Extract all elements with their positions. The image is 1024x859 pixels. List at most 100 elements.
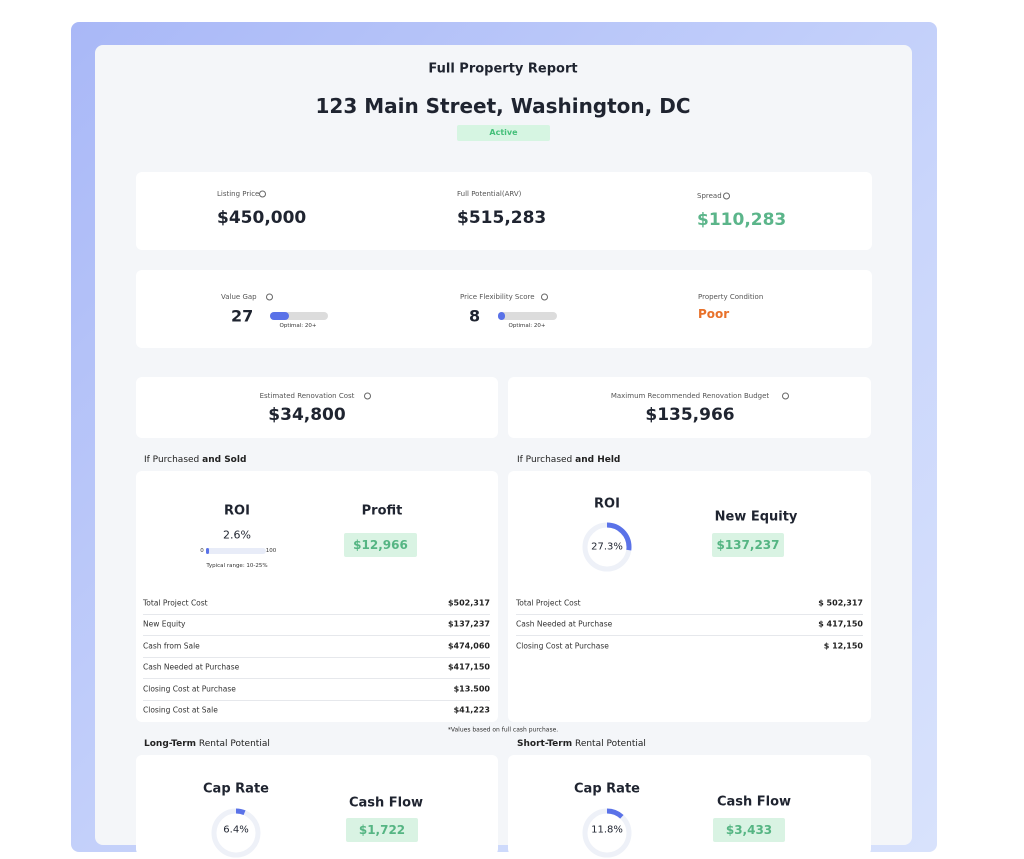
summary-card [136,172,872,250]
summary-label: Listing Price [217,190,260,198]
profit-label: Profit [361,503,403,519]
cap-rate-value: 11.8% [591,824,623,836]
summary-value: $450,000 [217,208,307,228]
roi-label: ROI [594,496,620,512]
info-icon [541,293,548,301]
heading-text: Rental Potential [198,739,270,749]
roi-value: 2.6% [223,528,251,542]
sold-card [136,471,498,722]
row-separator [143,678,490,680]
rental-card [508,755,871,855]
summary-value: $515,283 [457,208,547,228]
row-separator [143,699,490,701]
roi-fill [206,548,209,554]
donut-arc [211,808,261,858]
gauge-track [498,312,557,320]
row-value: $ 12,150 [823,641,863,651]
gauge-fill [270,312,289,320]
info-icon [782,392,789,400]
row-value: $137,237 [447,619,490,629]
address: 123 Main Street, Washington, DC [315,94,691,118]
equity-value: $137,237 [712,533,784,557]
panel [95,45,912,845]
row-separator [516,614,863,615]
metric-value: 27 [231,306,254,326]
section-heading: If Purchased and Held [517,455,620,465]
scale-max: 100 [265,548,277,554]
row-label: Cash Needed at Purchase [516,619,613,629]
metric-label: Price Flexibility Score [460,293,535,301]
metric-value: 8 [469,306,481,326]
cash-flow-value: $1,722 [346,818,418,842]
info-icon [259,190,266,198]
scale-min: 0 [200,548,204,554]
heading-bold: and Held [575,455,621,465]
row-label: Total Project Cost [143,598,208,608]
info-icon [723,192,730,200]
report-title: Full Property Report [428,61,578,77]
row-separator [143,656,490,658]
cash-flow-label: Cash Flow [348,795,424,811]
renovation-label: Maximum Recommended Renovation Budget [610,392,770,400]
roi-donut [582,522,632,572]
section-heading: Long-Term Rental Potential [144,739,270,749]
held-card [508,471,871,722]
row-label: Cash from Sale [143,641,200,651]
metrics-card [136,270,872,348]
row-label: Total Project Cost [516,598,581,608]
metric-label: Value Gap [221,293,257,301]
equity-label: New Equity [714,509,798,525]
row-label: Closing Cost at Purchase [516,641,609,651]
roi-label: ROI [224,503,250,519]
range-note: Typical range: 10-25% [206,563,268,569]
summary-label: Spread [697,192,722,200]
row-value: $502,317 [447,598,490,608]
metric-note: Optimal: 20+ [508,323,546,329]
heading-text: If Purchased [144,455,200,465]
summary-label: Full Potential(ARV) [457,190,522,198]
renovation-card [136,377,498,438]
row-label: Cash Needed at Purchase [143,662,240,672]
metric-value: Poor [698,307,730,321]
row-label: Closing Cost at Purchase [143,684,236,694]
donut-arc [582,808,632,858]
row-value: $13.500 [453,684,490,694]
renovation-card [508,377,871,438]
cash-flow-label: Cash Flow [716,794,792,810]
metric-label: Property Condition [698,293,764,301]
roi-track [206,548,266,554]
heading-bold: Short-Term [517,739,573,749]
heading-text: Rental Potential [574,739,646,749]
cap-rate-value: 6.4% [223,824,249,836]
rental-card [136,755,498,855]
row-value: $474,060 [447,641,490,651]
row-label: New Equity [143,619,186,629]
renovation-value: $34,800 [268,405,346,425]
row-value: $417,150 [447,662,490,672]
row-value: $ 502,317 [818,598,863,608]
info-icon [364,392,371,400]
heading-bold: and Sold [202,455,247,465]
row-separator [143,614,490,615]
row-value: $ 417,150 [818,619,863,629]
footnote: *Values based on full cash purchase. [447,726,559,734]
renovation-label: Estimated Renovation Cost [259,392,355,400]
profit-value: $12,966 [344,533,417,557]
cash-flow-value: $3,433 [713,818,785,842]
gauge-track [270,312,328,320]
status-badge: Active [457,125,550,141]
cap-rate-label: Cap Rate [203,781,269,797]
renovation-value: $135,966 [645,405,735,425]
cap-rate-label: Cap Rate [574,781,640,797]
gauge-fill [498,312,505,320]
page: Full Property Report 123 Main Street, Wa… [71,22,937,858]
roi-value: 27.3% [591,541,623,553]
donut-arc [582,522,632,572]
row-separator [516,635,863,637]
section-heading: If Purchased and Sold [144,455,246,465]
heading-text: If Purchased [517,455,573,465]
row-label: Closing Cost at Sale [143,705,218,715]
row-separator [143,635,490,637]
heading-bold: Long-Term [144,739,197,749]
row-value: $41,223 [453,705,490,715]
